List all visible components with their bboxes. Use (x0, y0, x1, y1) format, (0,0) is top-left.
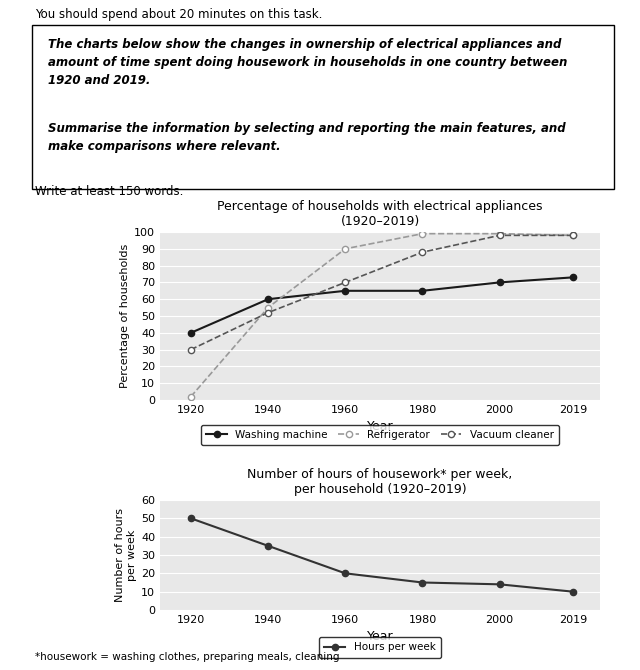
X-axis label: Year: Year (367, 630, 394, 643)
Bar (32, 25, 614, 189)
Text: Write at least 150 words.: Write at least 150 words. (35, 186, 184, 198)
Legend: Hours per week: Hours per week (319, 637, 441, 657)
Y-axis label: Percentage of households: Percentage of households (120, 244, 130, 388)
Y-axis label: Number of hours
per week: Number of hours per week (115, 508, 137, 602)
Text: You should spend about 20 minutes on this task.: You should spend about 20 minutes on thi… (35, 9, 323, 21)
Title: Percentage of households with electrical appliances
(1920–2019): Percentage of households with electrical… (217, 200, 543, 228)
Text: Summarise the information by selecting and reporting the main features, and
make: Summarise the information by selecting a… (48, 122, 566, 153)
Text: The charts below show the changes in ownership of electrical appliances and
amou: The charts below show the changes in own… (48, 38, 568, 87)
Title: Number of hours of housework* per week,
per household (1920–2019): Number of hours of housework* per week, … (248, 468, 513, 496)
X-axis label: Year: Year (367, 420, 394, 433)
Text: *housework = washing clothes, preparing meals, cleaning: *housework = washing clothes, preparing … (35, 652, 340, 662)
Legend: Washing machine, Refrigerator, Vacuum cleaner: Washing machine, Refrigerator, Vacuum cl… (201, 425, 559, 445)
